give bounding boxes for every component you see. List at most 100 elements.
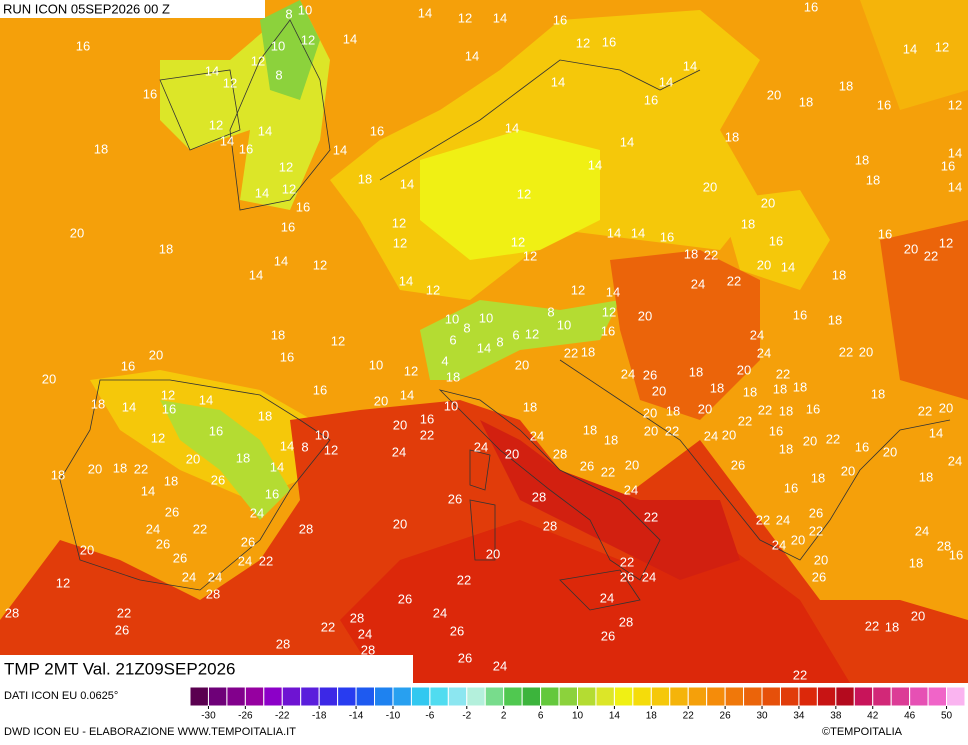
temperature-label: 26 <box>173 550 187 565</box>
temperature-label: 12 <box>151 430 165 445</box>
temperature-label: 16 <box>76 38 90 53</box>
tick-label: 18 <box>646 711 658 722</box>
temperature-label: 6 <box>512 327 519 342</box>
temperature-label: 22 <box>193 521 207 536</box>
temperature-label: 10 <box>444 398 458 413</box>
temperature-label: 26 <box>448 491 462 506</box>
temperature-label: 18 <box>811 470 825 485</box>
temperature-label: 18 <box>581 344 595 359</box>
temperature-label: 12 <box>948 97 962 112</box>
temperature-label: 22 <box>793 667 807 682</box>
color-swatch <box>779 686 800 707</box>
temperature-label: 16 <box>265 486 279 501</box>
temperature-label: 16 <box>121 358 135 373</box>
color-swatch <box>374 686 394 707</box>
tick-label: 22 <box>683 711 695 722</box>
temperature-label: 24 <box>642 569 656 584</box>
color-swatch <box>577 686 597 707</box>
temperature-label: 22 <box>738 413 752 428</box>
temperature-label: 18 <box>271 327 285 342</box>
color-swatch <box>835 686 855 707</box>
temperature-label: 18 <box>583 422 597 437</box>
temperature-label: 22 <box>865 618 879 633</box>
temperature-label: 26 <box>165 504 179 519</box>
temperature-label: 12 <box>282 181 296 196</box>
temperature-label: 14 <box>418 5 432 20</box>
temperature-label: 20 <box>486 546 500 561</box>
temperature-label: 18 <box>51 467 65 482</box>
temperature-label: 12 <box>602 304 616 319</box>
color-swatch <box>521 686 542 707</box>
color-swatch <box>687 686 708 707</box>
temperature-label: 20 <box>505 446 519 461</box>
color-swatch <box>503 686 523 707</box>
temperature-label: 26 <box>620 569 634 584</box>
tick-label: 26 <box>720 711 732 722</box>
temperature-label: 26 <box>643 367 657 382</box>
temperature-label: 10 <box>369 357 383 372</box>
temperature-label: 28 <box>619 614 633 629</box>
temperature-label: 26 <box>580 458 594 473</box>
temperature-label: 24 <box>776 512 790 527</box>
temperature-label: 18 <box>743 384 757 399</box>
temperature-label: 20 <box>722 427 736 442</box>
color-swatch <box>466 686 486 707</box>
temperature-label: 14 <box>333 142 347 157</box>
temperature-label: 26 <box>115 622 129 637</box>
temperature-label: 28 <box>350 610 364 625</box>
temperature-label: 28 <box>276 636 290 651</box>
temperature-label: 16 <box>162 401 176 416</box>
temperature-label: 12 <box>161 387 175 402</box>
temperature-label: 14 <box>400 176 414 191</box>
temperature-label: 18 <box>885 619 899 634</box>
temperature-label: 12 <box>393 235 407 250</box>
temperature-label: 22 <box>601 464 615 479</box>
temperature-label: 24 <box>624 482 638 497</box>
temperature-label: 8 <box>496 334 503 349</box>
temperature-label: 16 <box>941 158 955 173</box>
temperature-label: 18 <box>113 460 127 475</box>
temperature-label: 12 <box>331 333 345 348</box>
temperature-label: 24 <box>208 569 222 584</box>
temperature-label: 16 <box>878 226 892 241</box>
tick-label: 30 <box>756 711 768 722</box>
temperature-label: 18 <box>159 241 173 256</box>
color-swatch <box>558 686 578 707</box>
color-swatch <box>595 686 615 707</box>
temperature-label: 28 <box>206 586 220 601</box>
temperature-label: 12 <box>517 186 531 201</box>
tick-label: -6 <box>425 711 434 722</box>
temperature-label: 18 <box>855 152 869 167</box>
temperature-label: 18 <box>828 312 842 327</box>
temperature-label: 22 <box>644 509 658 524</box>
temperature-label: 24 <box>691 276 705 291</box>
temperature-label: 10 <box>315 427 329 442</box>
temperature-label: 16 <box>660 229 674 244</box>
temperature-label: 26 <box>156 536 170 551</box>
temperature-label: 12 <box>392 215 406 230</box>
temperature-label: 16 <box>209 423 223 438</box>
temperature-label: 20 <box>149 347 163 362</box>
temperature-label: 14 <box>220 133 234 148</box>
temperature-label: 18 <box>523 399 537 414</box>
temperature-label: 20 <box>737 362 751 377</box>
temperature-label: 24 <box>250 505 264 520</box>
temperature-label: 22 <box>564 345 578 360</box>
color-swatch <box>761 686 781 707</box>
run-title: RUN ICON 05SEP2026 00 Z <box>3 1 170 16</box>
temperature-label: 12 <box>525 326 539 341</box>
temperature-label: 20 <box>814 552 828 567</box>
temperature-label: 26 <box>458 650 472 665</box>
tick-label: 42 <box>867 711 879 722</box>
temperature-label: 12 <box>458 10 472 25</box>
temperature-label: 10 <box>298 2 312 17</box>
temperature-label: 8 <box>285 6 292 21</box>
temperature-label: 14 <box>255 185 269 200</box>
color-swatch <box>946 686 966 707</box>
temperature-label: 18 <box>725 129 739 144</box>
color-swatch <box>300 686 320 707</box>
temperature-label: 16 <box>143 86 157 101</box>
temperature-label: 22 <box>117 605 131 620</box>
temperature-label: 20 <box>652 383 666 398</box>
temperature-label: 20 <box>757 257 771 272</box>
